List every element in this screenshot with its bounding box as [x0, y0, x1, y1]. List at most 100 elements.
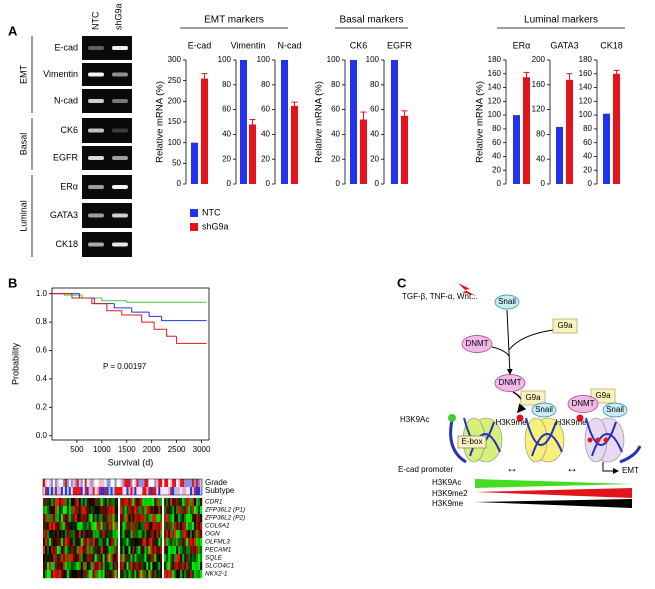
gel-row-label: N-cad: [54, 95, 78, 105]
heatmap-cell: [192, 554, 195, 563]
heatmap-cell: [44, 522, 48, 531]
heatmap-cell: [58, 562, 62, 571]
heatmap-cell: [52, 498, 56, 507]
heatmap-cell: [62, 546, 66, 555]
subtype-cell: [96, 487, 99, 495]
heatmap-cell: [110, 562, 113, 571]
heatmap-cell: [116, 538, 119, 547]
heatmap-cell: [62, 506, 66, 515]
gene-label: ZFP36L2 (P1): [204, 507, 245, 514]
heatmap-cell: [178, 522, 181, 531]
heatmap-cell: [116, 522, 119, 531]
subtype-cell: [64, 487, 68, 495]
heatmap-cell: [122, 538, 125, 547]
heatmap-cell: [62, 538, 66, 547]
grade-cell: [176, 479, 179, 487]
heatmap-cell: [46, 530, 50, 539]
heatmap-cell: [58, 546, 62, 555]
heatmap-cell: [70, 562, 74, 571]
heatmap-cell: [184, 538, 187, 547]
gel-band: [88, 72, 104, 77]
heatmap-cell: [64, 498, 68, 507]
heatmap-cell: [186, 506, 189, 515]
heatmap-cell: [70, 570, 74, 579]
heatmap-cell: [160, 498, 163, 507]
heatmap-cell: [124, 570, 127, 579]
dna-tail: [619, 445, 642, 464]
heatmap-cell: [94, 554, 97, 563]
heatmap-cell: [164, 498, 167, 507]
heatmap-cell: [94, 514, 97, 523]
heatmap-cell: [54, 562, 58, 571]
heatmap-cell: [58, 498, 62, 507]
heatmap-cell: [44, 506, 48, 515]
heatmap-cell: [76, 562, 79, 571]
heatmap-cell: [138, 538, 141, 547]
heatmap-cell: [148, 546, 151, 555]
heatmap-cell: [188, 546, 191, 555]
heatmap-cell: [192, 514, 195, 523]
heatmap-cell: [184, 570, 187, 579]
arrow: [506, 309, 513, 375]
heatmap-cell: [126, 546, 129, 555]
survival-step: [106, 303, 122, 312]
y-tick-label: 20: [331, 154, 340, 163]
heatmap-cell: [50, 562, 54, 571]
double-arrow: ↔: [566, 461, 578, 475]
snail-label: Snail: [606, 405, 624, 414]
heatmap-cell: [114, 498, 117, 507]
gene-label: SQLE: [205, 555, 223, 562]
heatmap-cell: [62, 522, 66, 531]
subtype-cell: [72, 487, 75, 495]
heatmap-cell: [60, 570, 64, 579]
survival-step: [131, 307, 150, 313]
heatmap-cell: [188, 498, 191, 507]
heatmap-cell: [108, 530, 111, 539]
heatmap-cell: [186, 546, 189, 555]
heatmap-cell: [88, 522, 91, 531]
heatmap-cell: [48, 522, 52, 531]
heatmap-cell: [66, 530, 70, 539]
heatmap-cell: [130, 554, 133, 563]
heatmap-cell: [50, 506, 54, 515]
heatmap-cell: [100, 514, 103, 523]
subtype-cell: [68, 487, 72, 495]
heatmap-cell: [56, 538, 60, 547]
heatmap-cell: [156, 514, 159, 523]
heatmap-cell: [160, 554, 163, 563]
grade-cell: [120, 479, 123, 487]
heatmap-cell: [126, 498, 129, 507]
heatmap-cell: [116, 562, 119, 571]
y-tick-label: 80: [583, 124, 592, 133]
heatmap-cell: [140, 506, 143, 515]
heatmap-cell: [46, 498, 50, 507]
heatmap-cell: [132, 562, 135, 571]
grade-cell: [90, 479, 93, 487]
heatmap-cell: [60, 546, 64, 555]
heatmap-cell: [150, 498, 153, 507]
heatmap-cell: [70, 546, 74, 555]
heatmap-cell: [126, 554, 129, 563]
heatmap-cell: [156, 506, 159, 515]
bar: [513, 115, 520, 184]
grade-cell: [60, 479, 64, 487]
subtype-cell: [152, 487, 155, 495]
heatmap-cell: [48, 546, 52, 555]
subtype-cell: [120, 487, 123, 495]
heatmap-cell: [190, 522, 193, 531]
subtype-cell: [106, 487, 109, 495]
heatmap-cell: [116, 514, 119, 523]
heatmap-cell: [76, 554, 79, 563]
heatmap-cell: [144, 538, 147, 547]
grade-cell: [122, 479, 125, 487]
heatmap-cell: [182, 498, 185, 507]
grade-cell: [106, 479, 109, 487]
heatmap-cell: [190, 538, 193, 547]
heatmap-cell: [98, 562, 101, 571]
heatmap-cell: [102, 530, 105, 539]
heatmap-cell: [112, 514, 115, 523]
heatmap-cell: [86, 506, 89, 515]
subtype-cell: [52, 487, 56, 495]
heatmap-cell: [80, 554, 83, 563]
